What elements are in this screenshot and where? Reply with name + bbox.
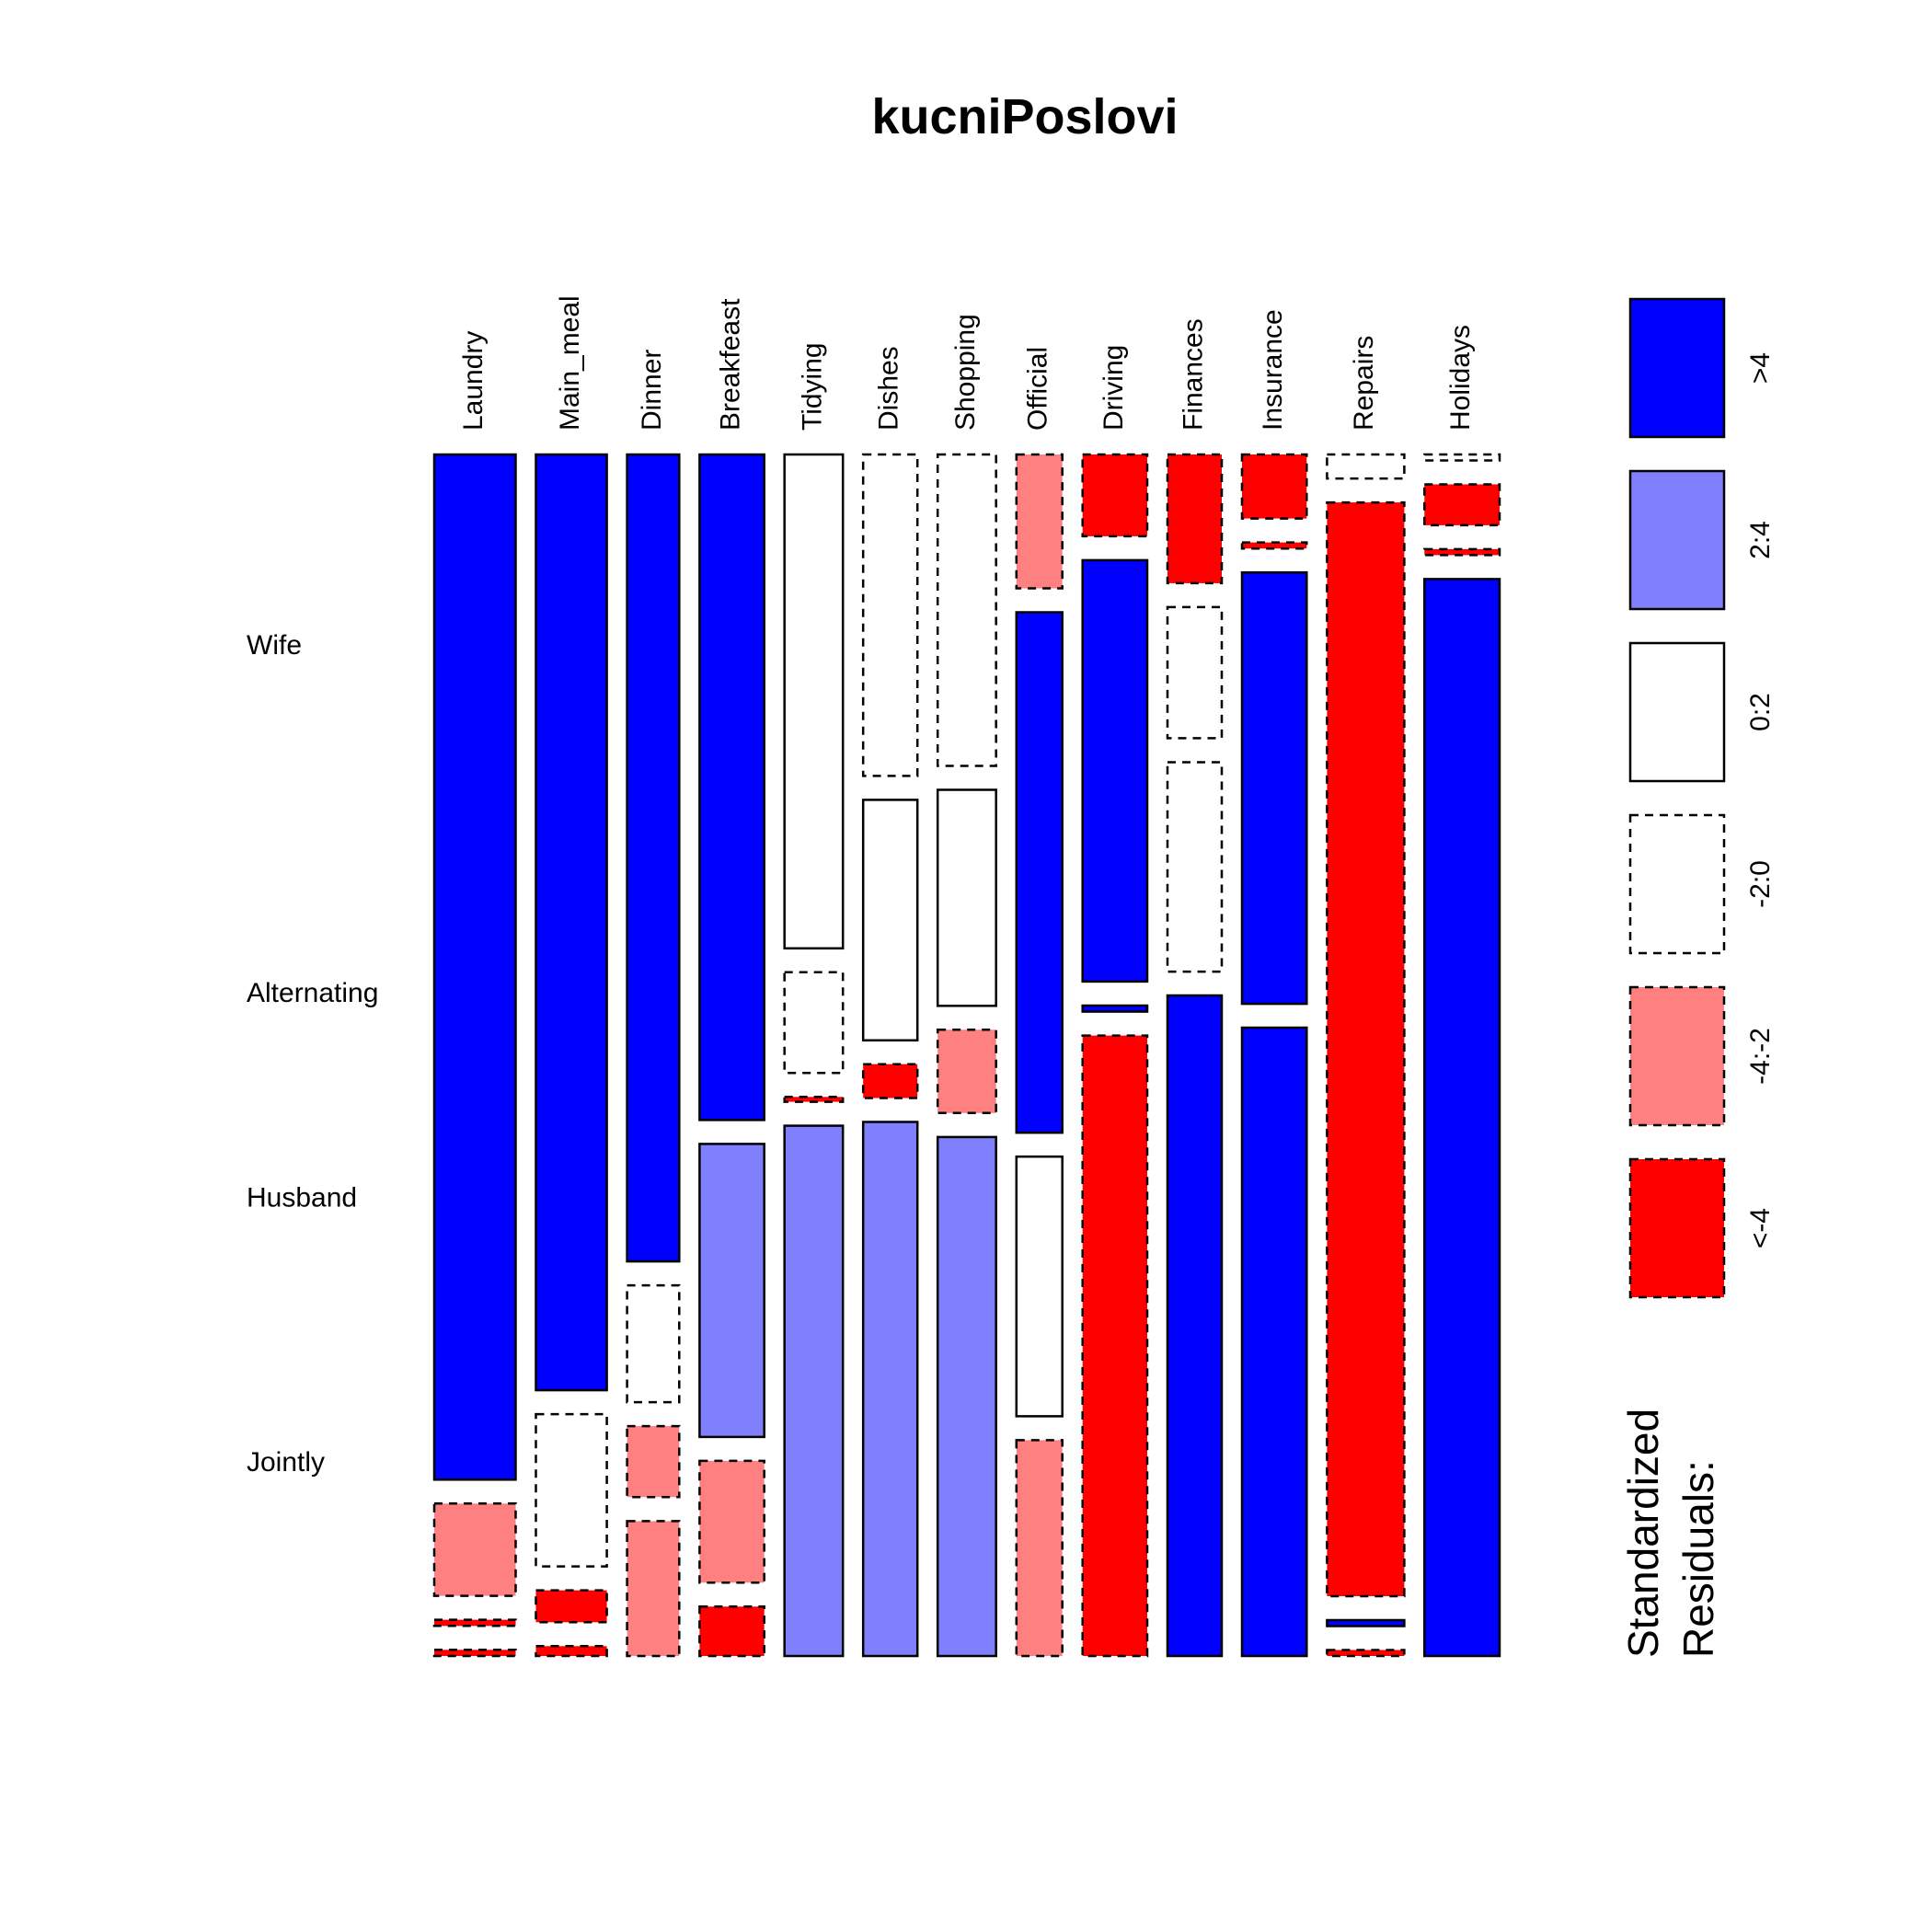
row-label-husband: Husband <box>247 1182 357 1213</box>
tile-breakfeast-husband <box>698 1459 765 1584</box>
tile-holidays-wife <box>1423 453 1501 462</box>
tile-dishes-alternating <box>861 799 919 1042</box>
legend-label-1: 2:4 <box>1745 521 1776 559</box>
legend-label-2: 0:2 <box>1745 693 1776 731</box>
tile-laundry-alternating <box>432 1502 517 1597</box>
legend-label-3: -2:0 <box>1745 860 1776 908</box>
col-label-repairs: Repairs <box>1349 336 1379 431</box>
tile-laundry-wife <box>432 453 517 1481</box>
legend-swatch-1 <box>1628 469 1726 611</box>
tile-official-wife <box>1015 453 1064 590</box>
tile-repairs-alternating <box>1326 500 1406 1598</box>
tile-driving-wife <box>1081 453 1149 538</box>
tile-dishes-jointly <box>861 1121 919 1658</box>
legend-swatch-3 <box>1628 813 1726 955</box>
tile-dishes-husband <box>861 1063 919 1099</box>
tile-driving-jointly <box>1081 1034 1149 1658</box>
legend-label-0: >4 <box>1745 352 1776 384</box>
tile-finances-husband <box>1166 761 1224 973</box>
tile-tidying-alternating <box>783 971 845 1075</box>
tile-tidying-jointly <box>783 1124 845 1658</box>
col-label-holidays: Holidays <box>1445 325 1476 431</box>
tile-repairs-wife <box>1326 453 1406 480</box>
tile-repairs-husband <box>1326 1618 1406 1627</box>
tile-tidying-husband <box>783 1096 845 1103</box>
row-label-jointly: Jointly <box>247 1447 325 1478</box>
col-label-laundry: Laundry <box>458 331 489 431</box>
tile-official-alternating <box>1015 611 1064 1134</box>
tile-laundry-husband <box>432 1618 517 1627</box>
tile-finances-wife <box>1166 453 1224 585</box>
tile-shopping-jointly <box>936 1135 997 1658</box>
tile-shopping-wife <box>936 453 997 767</box>
tile-main-meal-jointly <box>535 1645 608 1658</box>
tile-insurance-husband <box>1240 570 1308 1006</box>
tile-holidays-husband <box>1423 547 1501 557</box>
legend-label-4: -4:-2 <box>1745 1028 1776 1085</box>
tile-tidying-wife <box>783 453 845 950</box>
col-label-main-meal: Main_meal <box>555 295 585 431</box>
tile-official-husband <box>1015 1155 1064 1418</box>
col-label-dinner: Dinner <box>637 350 667 431</box>
tile-breakfeast-wife <box>698 453 765 1121</box>
column-labels: Laundry Main_meal Dinner Breakfeast Tidying D… <box>458 295 1476 431</box>
col-label-driving: Driving <box>1098 345 1129 431</box>
tile-official-jointly <box>1015 1439 1064 1658</box>
legend-swatch-5 <box>1628 1157 1726 1299</box>
tile-driving-alternating <box>1081 558 1149 983</box>
tile-dinner-jointly <box>626 1520 681 1658</box>
tile-finances-alternating <box>1166 605 1224 740</box>
legend: >4 2:4 0:2 -2:0 -4:-2 <-4 Standardized Residual… <box>1619 297 1776 1658</box>
legend-swatch-2 <box>1628 641 1726 783</box>
tile-main-meal-alternating <box>535 1412 608 1568</box>
tile-shopping-alternating <box>936 788 997 1007</box>
legend-swatch-0 <box>1628 297 1726 439</box>
row-labels: Wife Alternating Husband Jointly <box>247 630 378 1478</box>
tile-laundry-jointly <box>432 1649 517 1658</box>
legend-title-line-0: Standardized <box>1619 1409 1667 1658</box>
col-label-official: Official <box>1023 347 1053 431</box>
tile-repairs-jointly <box>1326 1649 1406 1658</box>
legend-swatch-4 <box>1628 985 1726 1127</box>
col-label-insurance: Insurance <box>1258 309 1288 431</box>
tile-dinner-wife <box>626 453 681 1263</box>
tile-finances-jointly <box>1166 994 1224 1658</box>
tile-main-meal-wife <box>535 453 608 1392</box>
tile-breakfeast-alternating <box>698 1143 765 1439</box>
col-label-breakfeast: Breakfeast <box>715 298 745 431</box>
tile-shopping-husband <box>936 1029 997 1115</box>
col-label-tidying: Tidying <box>797 342 827 431</box>
row-label-alternating: Alternating <box>247 978 378 1008</box>
tile-dinner-alternating <box>626 1283 681 1404</box>
legend-label-5: <-4 <box>1745 1208 1776 1248</box>
tile-holidays-jointly <box>1423 578 1501 1658</box>
tile-insurance-alternating <box>1240 541 1308 550</box>
mosaic-tiles <box>432 453 1501 1658</box>
tile-driving-husband <box>1081 1004 1149 1013</box>
tile-insurance-wife <box>1240 453 1308 520</box>
row-label-wife: Wife <box>247 630 302 661</box>
tile-main-meal-husband <box>535 1589 608 1624</box>
tile-breakfeast-jointly <box>698 1605 765 1658</box>
col-label-shopping: Shopping <box>950 314 981 431</box>
chart-title: kucniPoslovi <box>871 89 1178 144</box>
col-label-dishes: Dishes <box>874 346 904 431</box>
tile-insurance-jointly <box>1240 1026 1308 1658</box>
legend-title-line-1: Residuals: <box>1674 1460 1722 1658</box>
tile-dinner-husband <box>626 1424 681 1499</box>
col-label-finances: Finances <box>1178 318 1208 431</box>
tile-holidays-alternating <box>1423 483 1501 527</box>
tile-dishes-wife <box>861 453 919 777</box>
